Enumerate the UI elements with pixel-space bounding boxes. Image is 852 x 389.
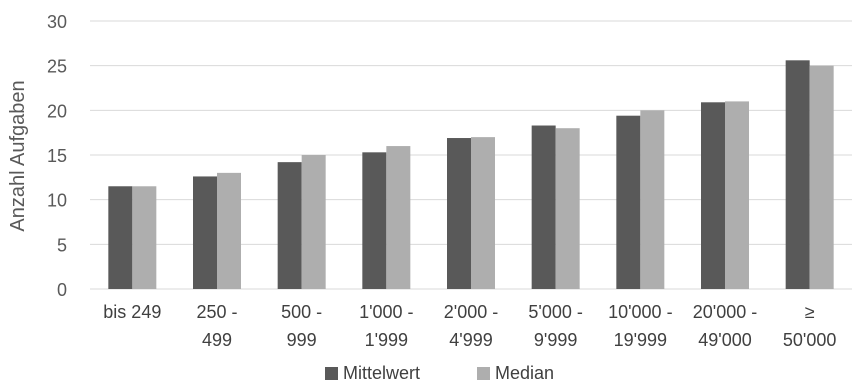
bar-median-1 — [217, 172, 241, 289]
x-category-label: 5'000 - — [528, 302, 582, 322]
x-category-label: 2'000 - — [444, 302, 498, 322]
bar-median-2 — [301, 155, 326, 289]
bar-mittelwert-2 — [277, 162, 302, 289]
bar-median-5 — [555, 128, 580, 289]
y-tick-label: 15 — [47, 146, 67, 166]
bar-mittelwert-3 — [362, 152, 387, 289]
x-category-label: 500 - — [281, 302, 322, 322]
y-tick-label: 5 — [57, 235, 67, 255]
bar-mittelwert-8 — [785, 60, 810, 289]
y-tick-label: 30 — [47, 12, 67, 32]
bar-mittelwert-5 — [531, 125, 556, 290]
x-axis-categories: bis 249 250 - 499 500 - 999 1'000 - 1'999 2'000… — [103, 302, 836, 350]
y-tick-label: 0 — [57, 280, 67, 300]
y-axis-label: Anzahl Aufgaben — [7, 80, 29, 231]
bar-mittelwert-0 — [108, 186, 133, 289]
bar-median-3 — [386, 146, 411, 289]
x-category-label: bis 249 — [103, 302, 161, 322]
bar-mittelwert-4 — [447, 138, 471, 289]
x-category-label: 10'000 - — [608, 302, 673, 322]
x-category-label: 1'000 - — [359, 302, 413, 322]
bars — [108, 60, 834, 290]
y-tick-label: 10 — [47, 191, 67, 211]
legend-swatch-mittelwert — [325, 367, 338, 380]
bar-mittelwert-1 — [193, 176, 217, 289]
x-category-label: 9'999 — [534, 330, 577, 350]
x-category-label: 250 - — [196, 302, 237, 322]
y-tick-label: 20 — [47, 101, 67, 121]
legend-label-mittelwert: Mittelwert — [343, 363, 420, 383]
bar-median-6 — [640, 110, 665, 289]
y-tick-label: 25 — [47, 57, 67, 77]
x-category-label: 4'999 — [449, 330, 492, 350]
bar-mittelwert-7 — [701, 102, 725, 289]
x-category-label: 1'999 — [365, 330, 408, 350]
x-category-label: 50'000 — [783, 330, 837, 350]
bar-mittelwert-6 — [616, 115, 641, 290]
legend: Mittelwert Median — [325, 363, 554, 383]
x-category-label: 499 — [202, 330, 232, 350]
legend-swatch-median — [477, 367, 490, 380]
x-category-label: ≥ — [805, 302, 815, 322]
x-category-label: 49'000 — [698, 330, 752, 350]
bar-median-8 — [809, 65, 834, 290]
x-category-label: 20'000 - — [693, 302, 758, 322]
bar-median-0 — [132, 186, 157, 289]
bar-median-7 — [725, 101, 749, 290]
legend-label-median: Median — [495, 363, 554, 383]
y-axis-ticks: 0 5 10 15 20 25 30 — [47, 12, 67, 300]
x-category-label: 999 — [287, 330, 317, 350]
bar-median-4 — [471, 137, 495, 289]
x-category-label: 19'999 — [614, 330, 668, 350]
